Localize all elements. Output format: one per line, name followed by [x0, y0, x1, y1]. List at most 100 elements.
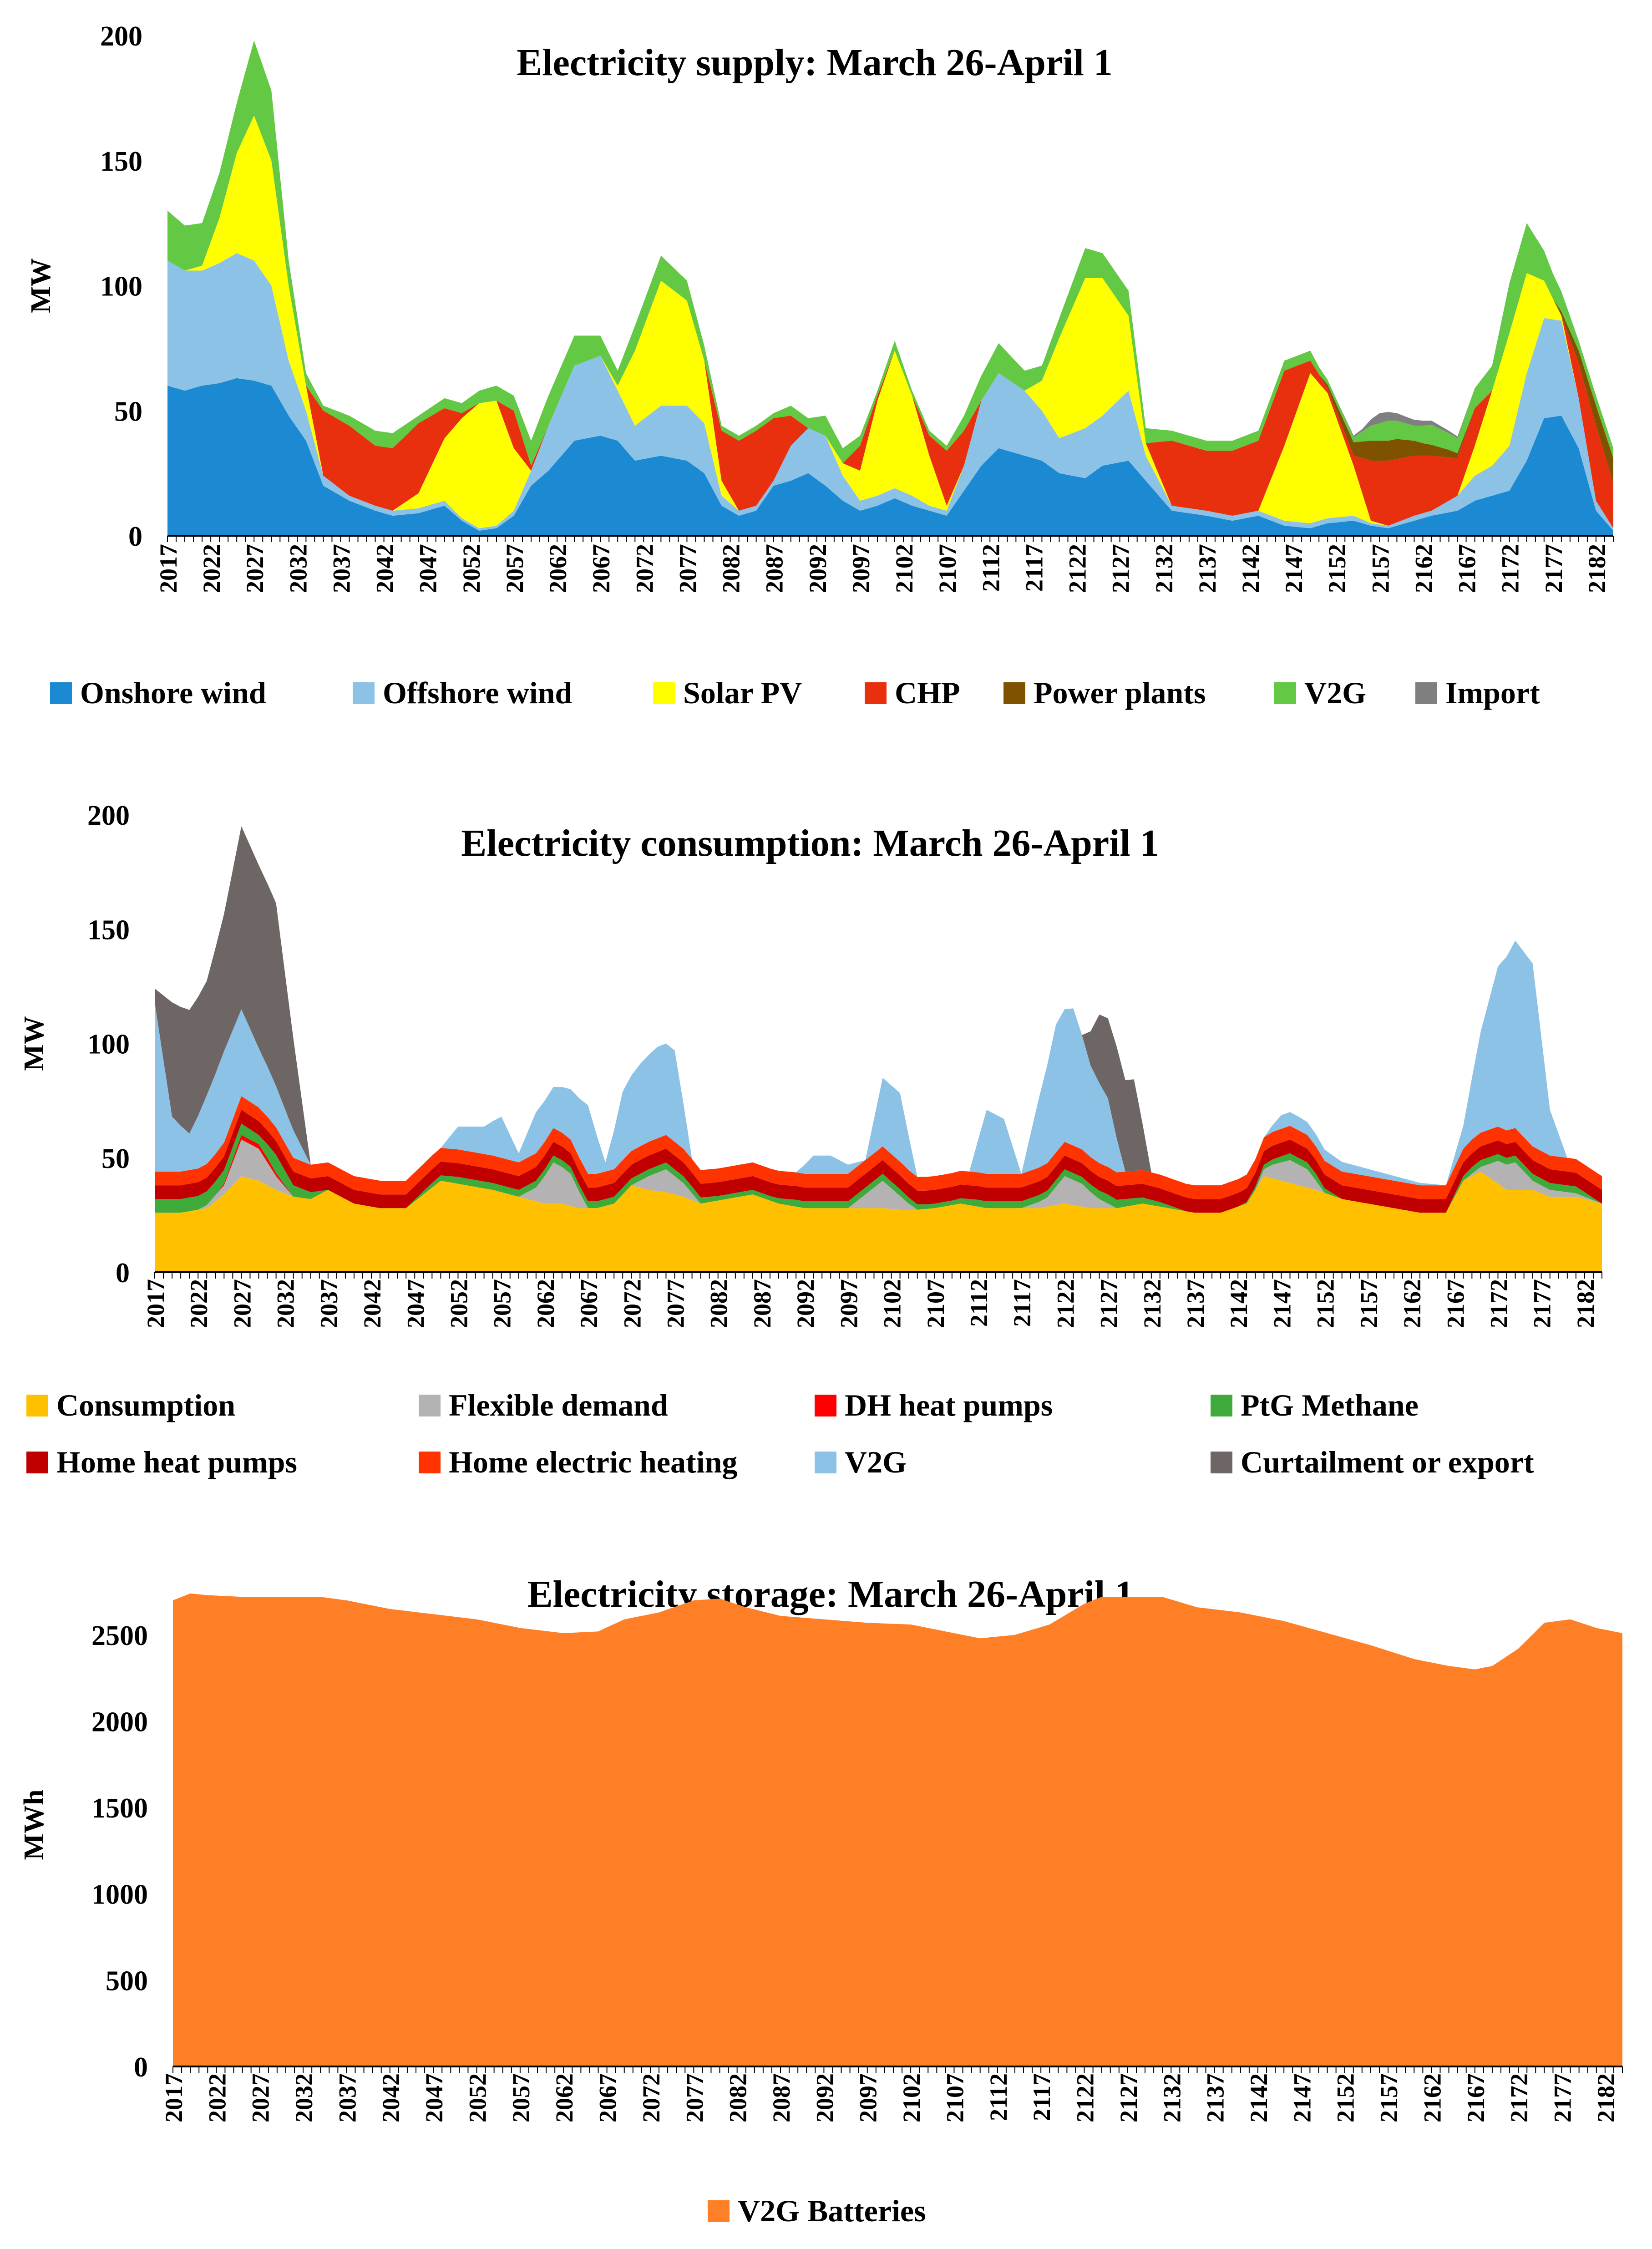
x-tick-label: 2112	[985, 2073, 1012, 2121]
series-area-v2g	[167, 41, 1613, 466]
x-tick-label: 2092	[811, 2073, 838, 2122]
legend-swatch	[815, 1452, 836, 1473]
legend-item: PtG Methane	[1211, 1388, 1419, 1422]
x-tick-label: 2022	[185, 1279, 213, 1328]
x-tick-label: 2077	[681, 2073, 708, 2122]
x-tick-label: 2017	[155, 544, 182, 593]
legend-swatch	[815, 1395, 836, 1416]
y-tick-label: 0	[128, 521, 142, 552]
y-axis-label: MW	[25, 258, 56, 313]
x-tick-label: 2032	[290, 2073, 318, 2122]
x-tick-label: 2177	[1549, 2073, 1576, 2122]
legend-item: Home heat pumps	[26, 1445, 297, 1479]
legend-item: Offshore wind	[353, 675, 572, 710]
x-tick-label: 2072	[618, 1279, 646, 1328]
legend-swatch	[1211, 1452, 1232, 1473]
series-area-v2g	[155, 940, 1602, 1186]
x-tick-label: 2092	[804, 544, 831, 593]
x-tick-label: 2077	[674, 544, 701, 593]
legend-swatch	[1003, 682, 1025, 704]
series-area-home-electric-heating	[155, 1096, 1602, 1199]
legend-label: Consumption	[56, 1388, 235, 1422]
x-tick-label: 2097	[835, 1279, 862, 1328]
x-tick-label: 2067	[594, 2073, 622, 2122]
legend-item: V2G	[815, 1445, 907, 1479]
x-tick-label: 2107	[941, 2073, 968, 2122]
x-tick-label: 2017	[160, 2073, 187, 2122]
x-tick-label: 2137	[1182, 1279, 1209, 1328]
x-tick-label: 2102	[891, 544, 918, 593]
legend-label: V2G	[1304, 675, 1366, 710]
y-axis-label: MWh	[19, 1790, 50, 1860]
x-tick-label: 2062	[544, 544, 572, 593]
legend-label: PtG Methane	[1241, 1388, 1419, 1422]
x-tick-label: 2042	[359, 1279, 386, 1328]
x-tick-label: 2132	[1158, 2073, 1186, 2122]
x-tick-label: 2092	[792, 1279, 819, 1328]
x-tick-label: 2117	[1028, 2073, 1055, 2121]
x-tick-label: 2082	[718, 544, 745, 593]
x-tick-label: 2077	[662, 1279, 689, 1328]
x-tick-label: 2117	[1008, 1279, 1036, 1327]
x-tick-label: 2067	[575, 1279, 603, 1328]
legend-item: Curtailment or export	[1211, 1445, 1534, 1479]
x-tick-label: 2037	[328, 544, 355, 593]
x-tick-label: 2072	[638, 2073, 665, 2122]
x-tick-label: 2132	[1139, 1279, 1166, 1328]
x-tick-label: 2152	[1312, 1279, 1339, 1328]
x-tick-label: 2057	[489, 1279, 516, 1328]
legend-item: Consumption	[26, 1388, 235, 1422]
y-tick-label: 1500	[91, 1793, 148, 1824]
x-tick-label: 2127	[1107, 544, 1135, 593]
legend-item: V2G	[1274, 675, 1366, 710]
series-area-flexible-demand	[155, 1139, 1602, 1213]
x-tick-label: 2047	[421, 2073, 448, 2122]
y-tick-label: 2000	[91, 1706, 148, 1737]
y-tick-label: 50	[101, 1143, 130, 1174]
chart-1: Electricity supply: March 26-April 1 MW 0 5…	[25, 21, 1614, 710]
legend-item: Onshore wind	[50, 675, 266, 710]
x-tick-label: 2052	[458, 544, 485, 593]
x-tick-label: 2142	[1237, 544, 1264, 593]
x-tick-label: 2112	[977, 544, 1004, 592]
legend-label: CHP	[895, 675, 960, 710]
x-tick-label: 2127	[1095, 1279, 1123, 1328]
legend-swatch	[26, 1395, 48, 1416]
legend-label: Flexible demand	[449, 1388, 668, 1422]
x-tick-label: 2147	[1268, 1279, 1296, 1328]
series-area-v2g-batteries	[173, 1593, 1622, 2066]
y-tick-label: 150	[100, 146, 142, 177]
x-tick-label: 2067	[588, 544, 615, 593]
x-tick-label: 2152	[1323, 544, 1351, 593]
x-tick-label: 2122	[1064, 544, 1091, 593]
x-tick-label: 2147	[1280, 544, 1307, 593]
x-tick-label: 2037	[315, 1279, 343, 1328]
x-tick-label: 2022	[198, 544, 225, 593]
x-tick-label: 2182	[1592, 2073, 1620, 2122]
x-tick-label: 2042	[371, 544, 399, 593]
legend-item: Flexible demand	[419, 1388, 668, 1422]
chart-title: Electricity storage: March 26-April 1	[527, 1573, 1134, 1615]
x-tick-label: 2082	[725, 2073, 752, 2122]
legend-label: Onshore wind	[80, 675, 266, 710]
legend-label: Home electric heating	[449, 1445, 737, 1479]
x-tick-label: 2027	[241, 544, 269, 593]
y-axis-label: MW	[19, 1016, 50, 1071]
legend-label: Import	[1445, 675, 1540, 710]
x-tick-label: 2017	[142, 1279, 169, 1328]
x-tick-label: 2042	[377, 2073, 405, 2122]
legend-swatch	[1274, 682, 1296, 704]
legend-item: DH heat pumps	[815, 1388, 1053, 1422]
x-tick-label: 2172	[1505, 2073, 1533, 2122]
legend-label: DH heat pumps	[845, 1388, 1053, 1422]
x-tick-label: 2142	[1225, 1279, 1252, 1328]
y-tick-label: 200	[87, 800, 130, 831]
x-tick-label: 2022	[203, 2073, 231, 2122]
x-tick-label: 2162	[1399, 1279, 1426, 1328]
y-tick-label: 0	[116, 1258, 130, 1289]
x-tick-label: 2172	[1485, 1279, 1512, 1328]
y-tick-label: 100	[87, 1029, 130, 1060]
x-tick-label: 2177	[1540, 544, 1567, 593]
x-tick-label: 2057	[501, 544, 528, 593]
